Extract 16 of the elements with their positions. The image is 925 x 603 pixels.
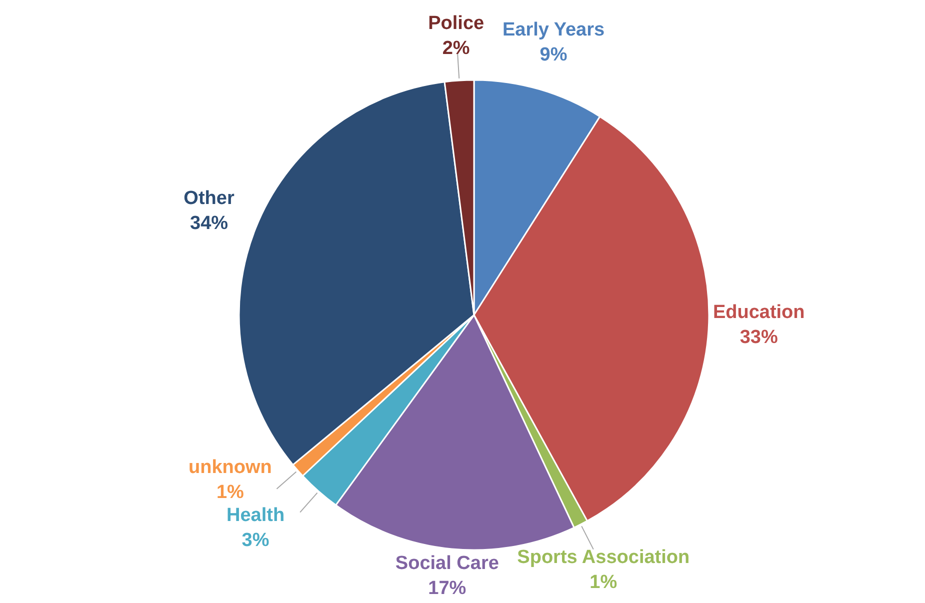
- slice-label: unknown: [188, 457, 272, 478]
- data-label: 9%: [540, 44, 568, 66]
- slice-label: Education: [712, 302, 805, 323]
- data-label: 17%: [428, 578, 466, 599]
- slice-label: Social Care: [395, 553, 499, 574]
- slice-label: Health: [226, 505, 285, 526]
- data-label: 1%: [216, 482, 244, 503]
- slice-label: Police: [428, 13, 484, 34]
- slice-label: Early Years: [502, 19, 605, 40]
- slice-label: Other: [184, 188, 235, 210]
- data-label: 3%: [242, 530, 270, 551]
- slice-label: Sports Association: [517, 546, 690, 568]
- data-label: 33%: [740, 326, 778, 348]
- data-label: 34%: [190, 213, 228, 234]
- data-label: 2%: [442, 38, 470, 59]
- data-label: 1%: [590, 572, 618, 593]
